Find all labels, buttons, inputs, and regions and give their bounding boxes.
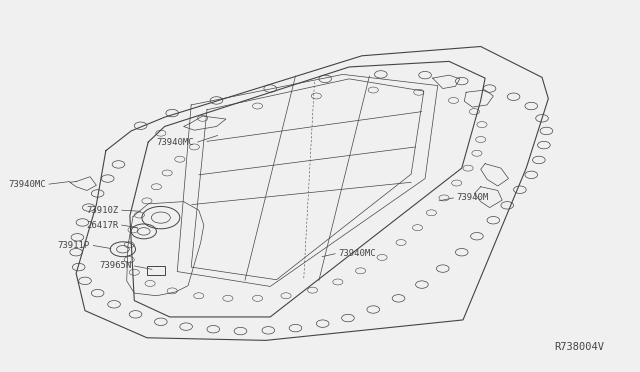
Text: R738004V: R738004V — [555, 341, 605, 352]
Text: 73965N: 73965N — [99, 262, 131, 270]
Text: 73940MC: 73940MC — [157, 138, 195, 147]
Text: 26417R: 26417R — [86, 221, 118, 230]
Text: 73940MC: 73940MC — [8, 180, 46, 189]
Text: 73940M: 73940M — [457, 193, 489, 202]
Text: 73910Z: 73910Z — [86, 206, 118, 215]
Text: 73911P: 73911P — [58, 241, 90, 250]
Text: 73940MC: 73940MC — [339, 249, 376, 258]
